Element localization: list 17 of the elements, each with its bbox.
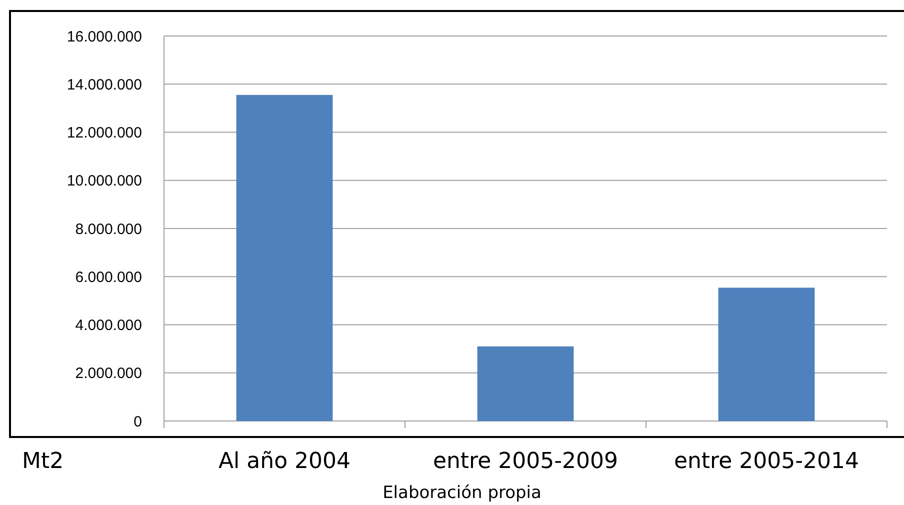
bar bbox=[236, 94, 333, 421]
y-tick-label: 0 bbox=[134, 413, 142, 430]
bar bbox=[718, 288, 815, 421]
y-tick-label: 2.000.000 bbox=[75, 365, 142, 382]
x-tick-label: entre 2005-2009 bbox=[432, 449, 618, 474]
y-tick-label: 4.000.000 bbox=[75, 317, 142, 334]
x-tick-label: Al año 2004 bbox=[218, 449, 351, 474]
y-tick-label: 12.000.000 bbox=[66, 124, 142, 142]
text: Elaboración propia bbox=[382, 483, 542, 503]
y-tick-label: 10.000.000 bbox=[66, 172, 142, 190]
bar bbox=[477, 346, 574, 421]
y-axis-title: Mt2 bbox=[22, 449, 64, 474]
y-tick-label: 14.000.000 bbox=[66, 76, 142, 94]
y-tick-label: 16.000.000 bbox=[66, 28, 142, 46]
x-tick-label: entre 2005-2014 bbox=[674, 449, 860, 474]
y-tick-label: 6.000.000 bbox=[75, 268, 142, 286]
y-tick-label: 8.000.000 bbox=[75, 220, 142, 238]
